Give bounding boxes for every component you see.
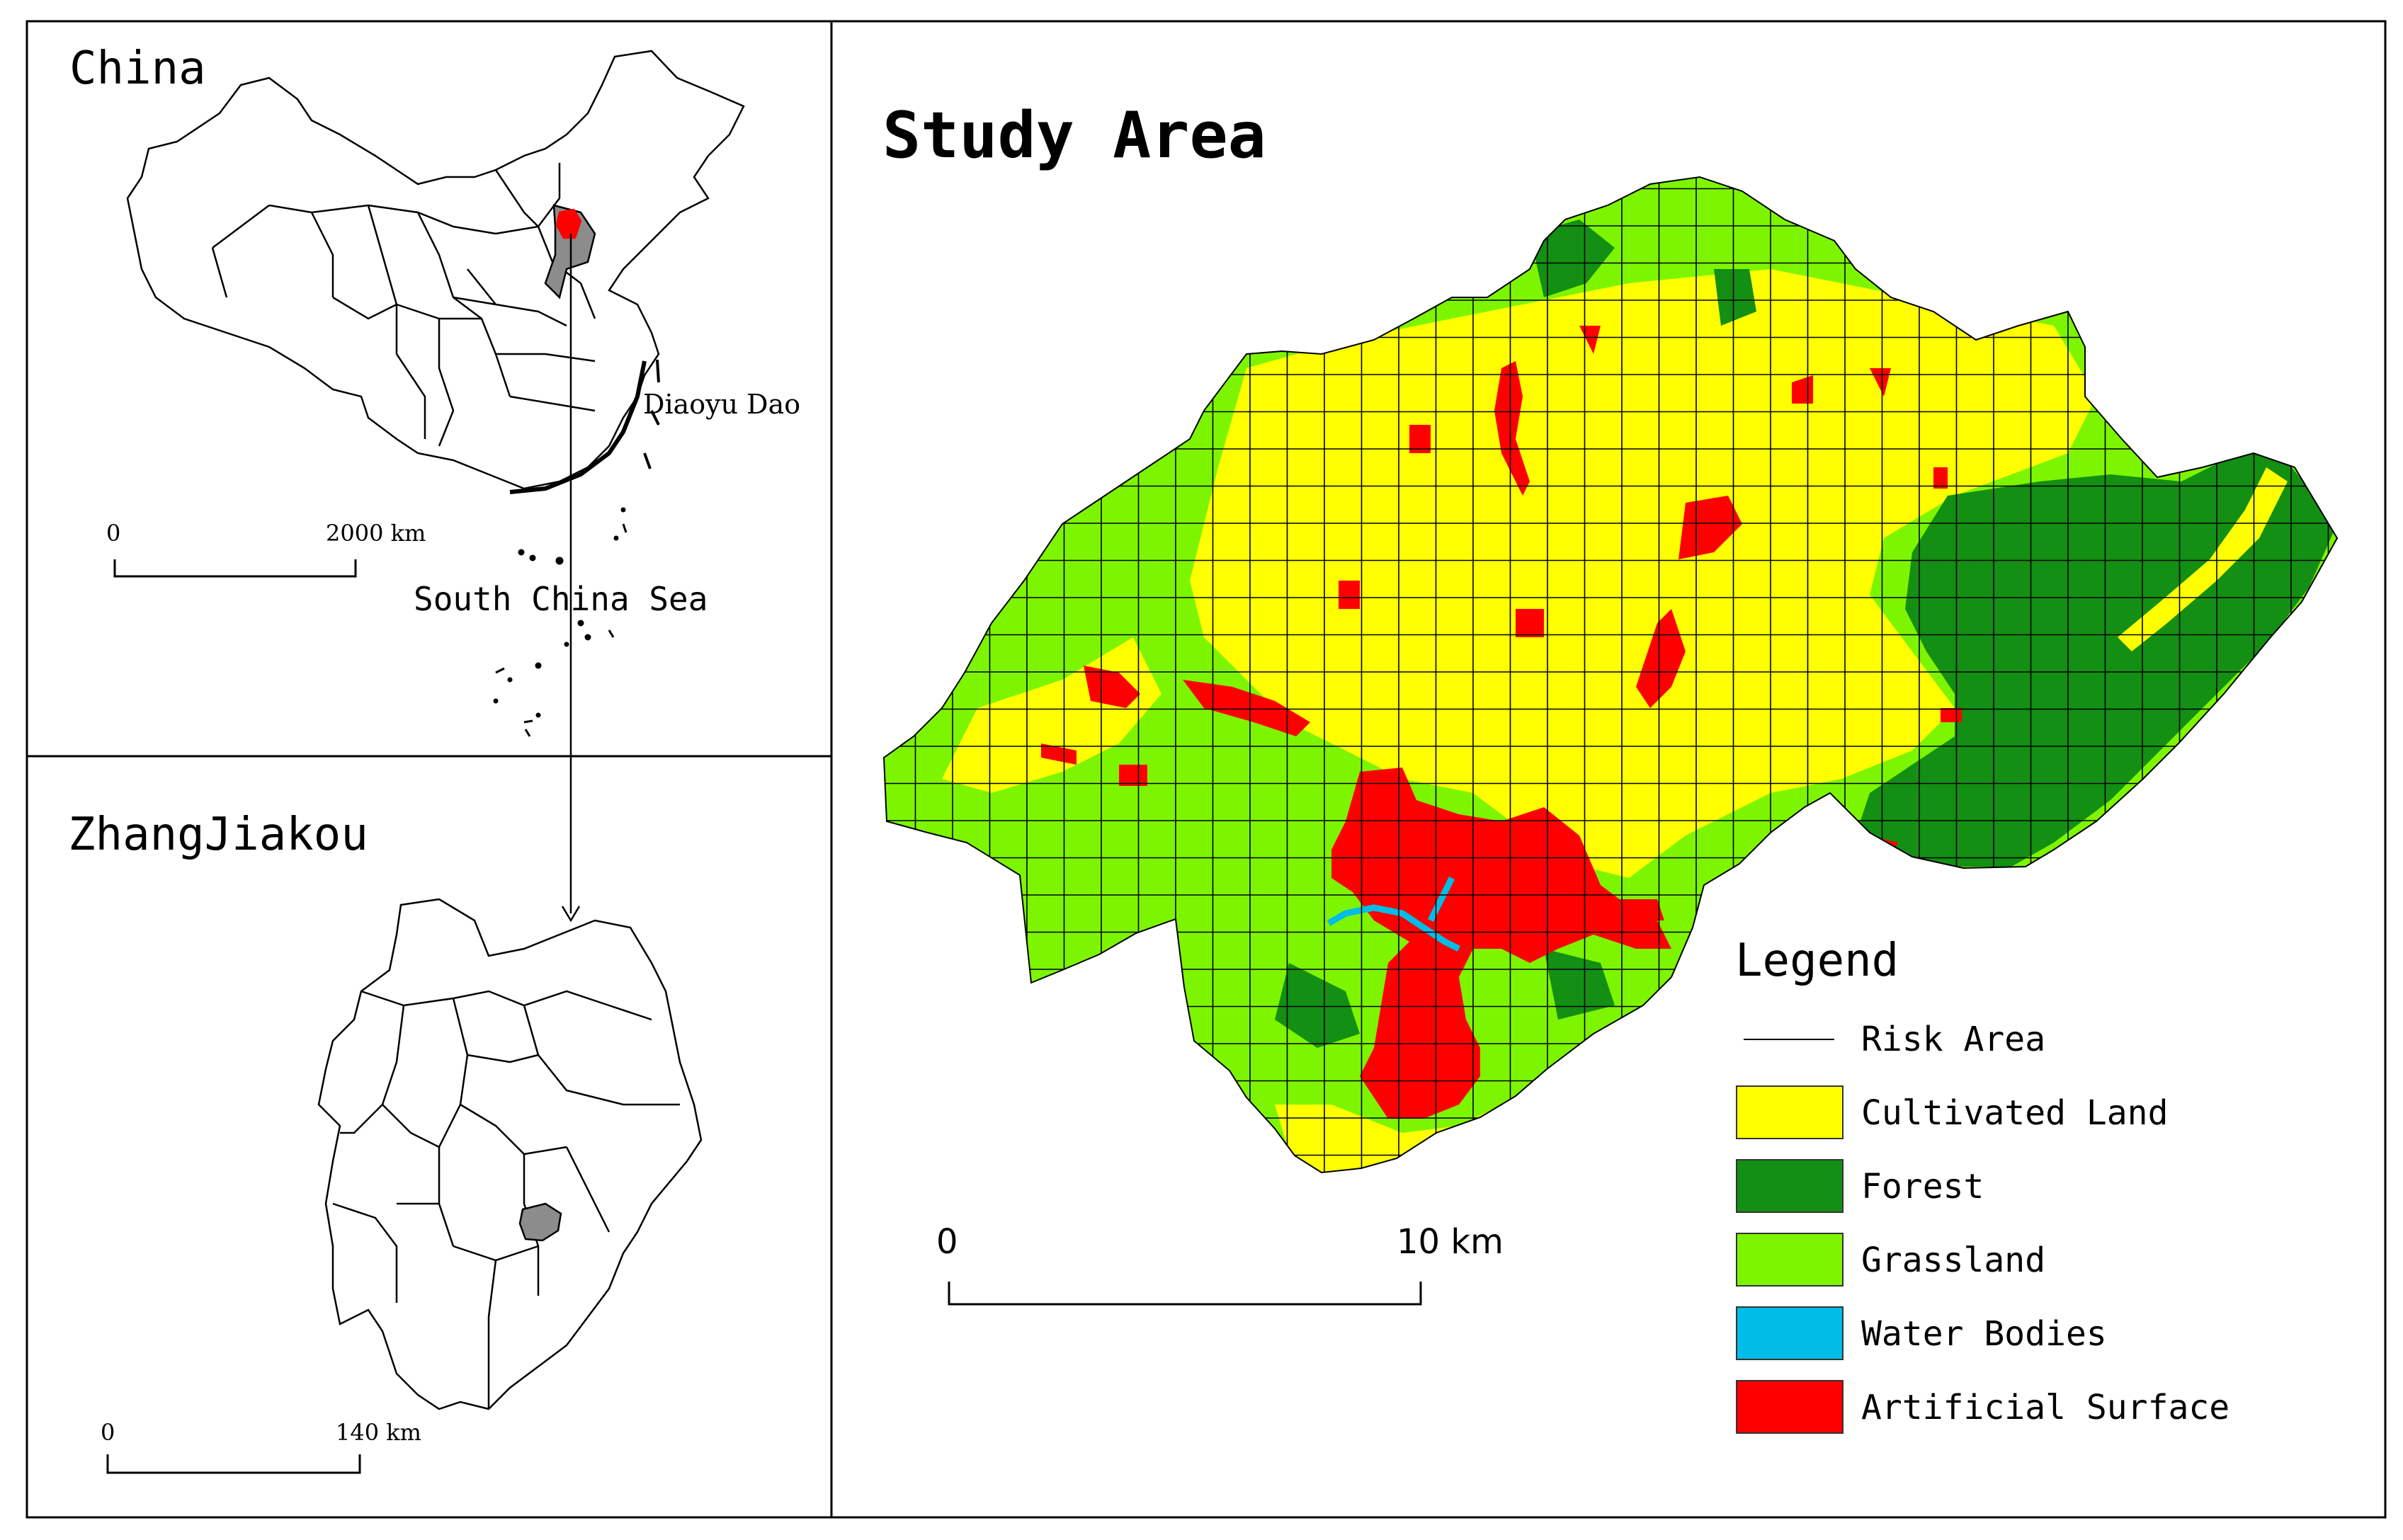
china-outline	[126, 50, 745, 490]
coastline-thick	[509, 360, 647, 494]
zhangjiakou-panel-title: ZhangJiakou	[68, 809, 368, 861]
legend-item-label: Forest	[1861, 1167, 1984, 1207]
china-scale-end: 2000 km	[326, 520, 426, 547]
province-lines	[211, 163, 596, 447]
land-cover-water	[1327, 876, 1461, 952]
zhangjiakou-panel: ZhangJiakou 0 140 km	[68, 809, 703, 1474]
island-dot	[535, 662, 542, 669]
island-dot	[493, 698, 499, 704]
legend-title: Legend	[1735, 935, 1899, 987]
zhangjiakou-selected-region	[518, 1202, 562, 1242]
land-cover-map	[884, 177, 2337, 1173]
legend-item-label: Grassland	[1861, 1240, 2045, 1280]
legend-item-label: Water Bodies	[1861, 1314, 2107, 1354]
island-dot	[577, 620, 584, 627]
china-panel: China Diaoyu Dao Sou	[69, 42, 800, 923]
study-scale-end: 10 km	[1397, 1222, 1504, 1262]
legend-swatch	[1736, 1380, 1844, 1434]
zhangjiakou-scale-end: 140 km	[336, 1419, 421, 1446]
island-dot	[564, 641, 569, 647]
legend-items: Risk Area Cultivated Land Forest Grassland W…	[1736, 1020, 2229, 1434]
land-cover-cultivated	[1190, 269, 2096, 878]
legend-swatch	[1736, 1306, 1844, 1360]
islands	[493, 359, 660, 737]
island-dot	[555, 557, 564, 565]
land-cover-artificial-city	[1331, 768, 1671, 1119]
legend-item-label: Artificial Surface	[1861, 1388, 2229, 1427]
county-lines	[332, 990, 680, 1409]
island-dot	[584, 634, 591, 641]
legend-swatch	[1736, 1085, 1844, 1139]
island-dot	[613, 535, 619, 541]
zhangjiakou-scale-start: 0	[101, 1419, 115, 1446]
legend-swatch	[1736, 1159, 1844, 1213]
island-dot	[507, 677, 513, 683]
outer-frame	[25, 20, 2387, 1519]
zhangjiakou-map	[317, 898, 703, 1410]
legend-swatch	[1736, 1233, 1844, 1287]
china-scale-start: 0	[106, 520, 120, 547]
legend-item-label: Cultivated Land	[1861, 1093, 2168, 1133]
china-annotation-island: Diaoyu Dao	[643, 389, 800, 420]
island-dot	[620, 507, 626, 513]
study-scale-bar: 0 10 km	[936, 1222, 1504, 1306]
island-dot	[535, 712, 541, 718]
legend-item-label: Risk Area	[1861, 1020, 2045, 1059]
diaoyu-dao-marker	[643, 359, 660, 469]
study-area-title: Study Area	[882, 98, 1266, 173]
island-dot	[518, 549, 525, 556]
legend: Legend Risk Area Cultivated Land Forest Gra…	[1735, 935, 2229, 1434]
china-annotation-sea: South China Sea	[414, 580, 708, 618]
land-cover-cultivated-valley	[2118, 467, 2288, 651]
zhangjiakou-scale-bar: 0 140 km	[101, 1419, 421, 1474]
island-dot	[529, 554, 536, 561]
zhangjiakou-outline	[317, 898, 703, 1410]
province-highlight-zhangjiakou	[555, 208, 582, 239]
china-scale-bar: 0 2000 km	[106, 520, 426, 578]
island-dash	[495, 523, 627, 737]
locator-arrow-head	[561, 906, 581, 923]
china-map	[126, 50, 745, 490]
study-area-panel: Study Area 0 10 km Legend Risk Area Culti…	[882, 98, 2339, 1434]
study-scale-start: 0	[936, 1222, 958, 1262]
study-area-boundary	[882, 176, 2339, 1174]
china-panel-title: China	[69, 42, 206, 95]
